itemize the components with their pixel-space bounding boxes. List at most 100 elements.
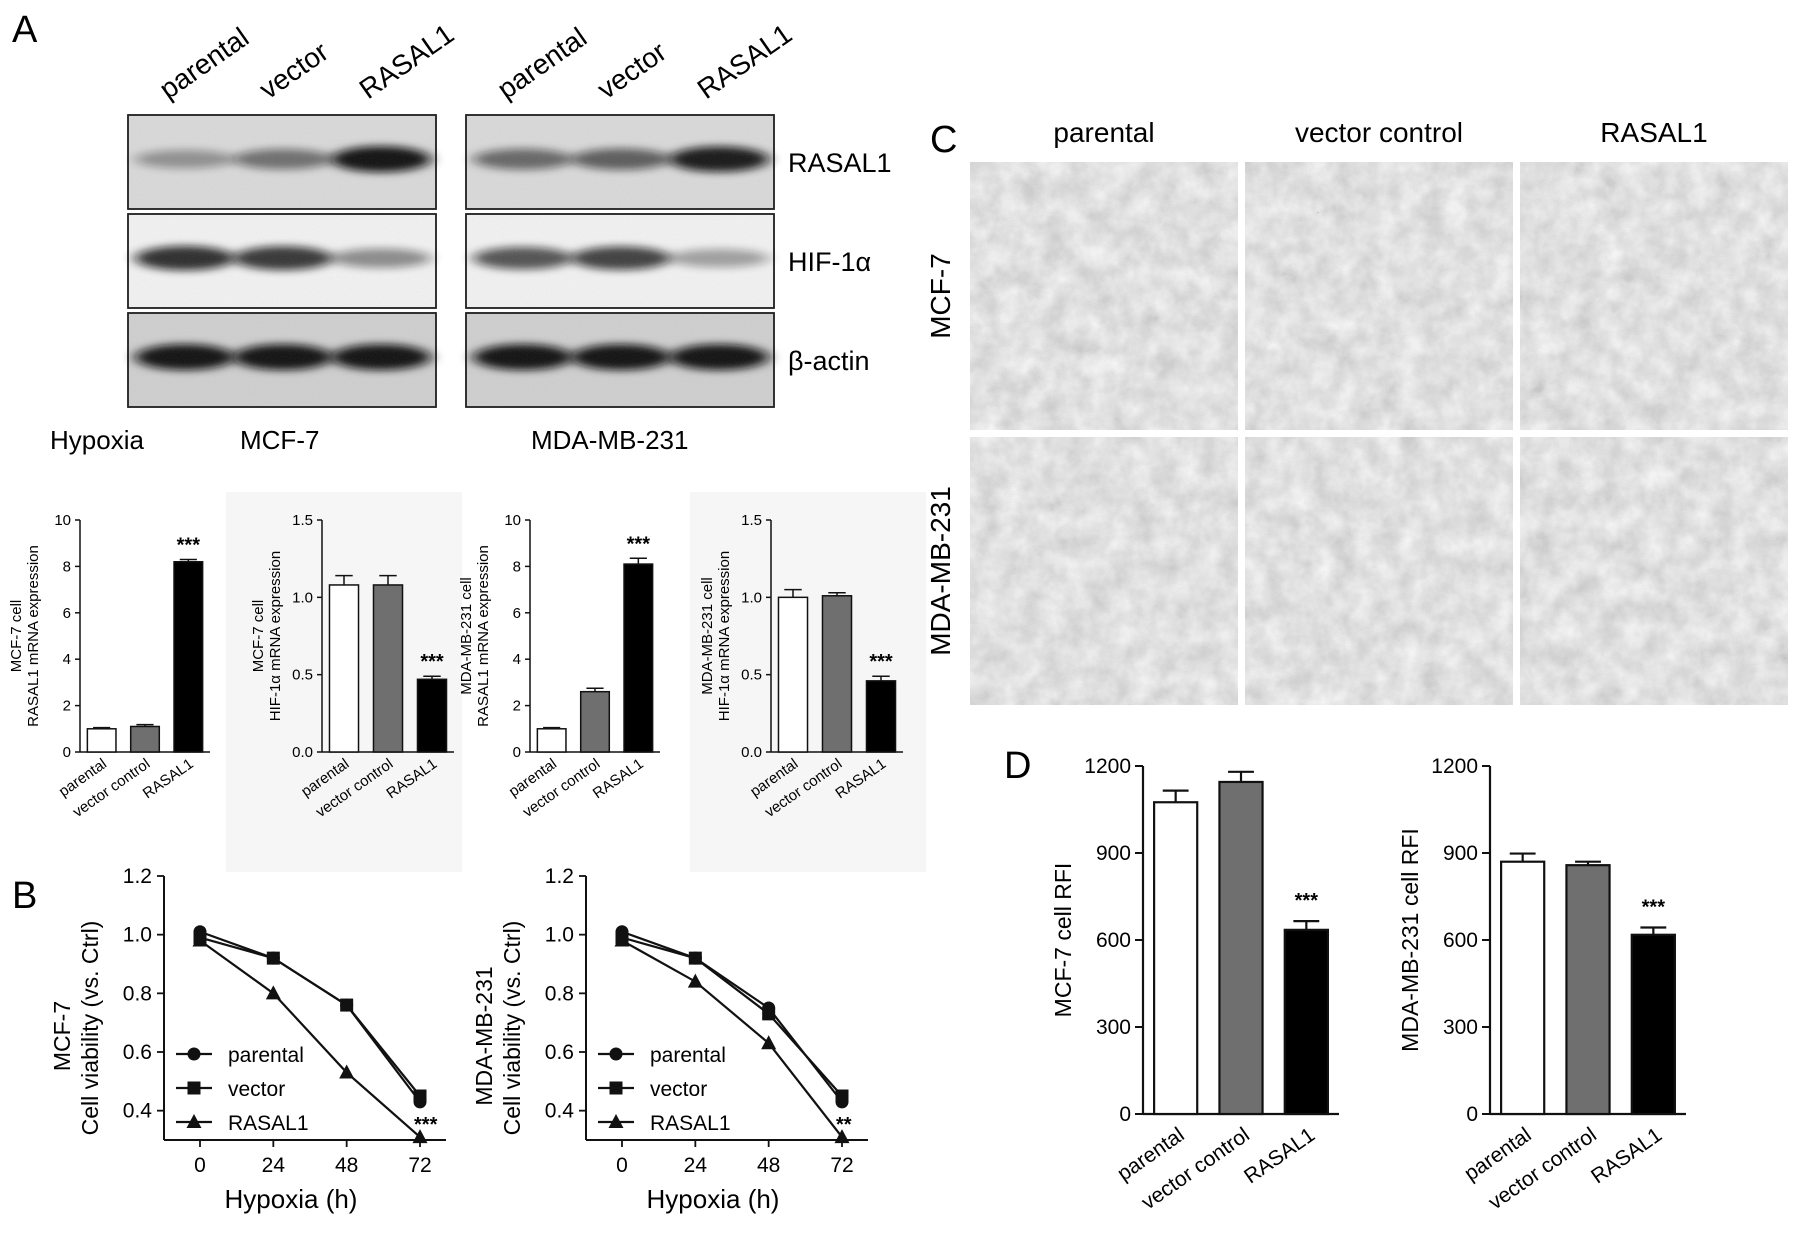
bar-0 (777, 596, 809, 753)
blot-frame (127, 312, 437, 408)
lane-label-0-1: vector (254, 36, 334, 105)
legend-marker-2 (186, 1114, 202, 1128)
significance-2: *** (627, 533, 651, 555)
hypoxia-label: Hypoxia (50, 425, 144, 455)
micrograph-grain (970, 162, 1238, 430)
significance-2: *** (869, 651, 893, 673)
legend-marker-1 (609, 1081, 623, 1095)
data-point-2-0 (192, 932, 208, 947)
bar-2 (623, 563, 654, 753)
y-tick-label: 1.5 (741, 512, 762, 529)
x-axis-label: Hypoxia (h) (225, 1184, 358, 1214)
x-tick-label: 48 (757, 1154, 780, 1177)
bar-2 (416, 678, 448, 753)
y-tick-label: 1.2 (123, 865, 152, 888)
y-tick-label: 1200 (1431, 755, 1478, 778)
y-axis-label-0: MCF-7 (49, 1001, 75, 1071)
data-point-2-2 (339, 1064, 355, 1079)
x-tick-label: 0 (194, 1154, 206, 1177)
y-tick-label: 1.2 (545, 865, 574, 888)
y-tick-label: 0.5 (292, 667, 313, 684)
x-tick-label-2: RASAL1 (1240, 1123, 1319, 1188)
x-axis-label: Hypoxia (h) (647, 1184, 780, 1214)
legend-label-0: parental (228, 1044, 304, 1067)
lane-label-1-2: RASAL1 (692, 18, 798, 105)
lane-label-0-0: parental (154, 21, 255, 104)
x-tick-label: 0 (616, 1154, 628, 1177)
y-tick-label: 0.6 (123, 1041, 152, 1064)
series-line-1 (621, 936, 843, 1097)
micrograph-grain (1245, 162, 1513, 430)
blot-frame (127, 114, 437, 210)
lane-label-1-1: vector (592, 36, 672, 105)
micrograph-column-2: RASAL1 (1600, 117, 1707, 148)
y-tick-label: 0 (1466, 1103, 1478, 1126)
micrograph-row-0: MCF-7 (925, 253, 956, 339)
y-tick-label: 0 (1119, 1103, 1131, 1126)
blot-cell-line-mdamb231: MDA-MB-231 (531, 425, 688, 455)
series-line-0 (621, 930, 843, 1103)
legend-marker-2 (608, 1114, 624, 1128)
y-tick-label: 6 (63, 605, 71, 622)
data-point-1-1 (266, 951, 280, 965)
data-point-1-1 (688, 951, 702, 965)
bar-1 (1565, 864, 1611, 1116)
y-axis-label-1: HIF-1α mRNA expression (267, 551, 284, 721)
band-label-0: RASAL1 (788, 148, 892, 178)
data-point-2-0 (614, 932, 630, 947)
micrograph-grain (1245, 437, 1513, 705)
micrograph-column-1: vector control (1295, 117, 1463, 148)
y-tick-label: 1.5 (292, 512, 313, 529)
series-line-2 (199, 939, 421, 1138)
bar-1 (372, 584, 404, 753)
bar-1 (579, 690, 611, 753)
y-axis-label-1: RASAL1 mRNA expression (25, 545, 42, 727)
blot-grain (128, 115, 436, 209)
significance: *** (414, 1114, 438, 1136)
y-axis-label-1: Cell viability (vs. Ctrl) (499, 921, 525, 1136)
bar-1 (129, 725, 161, 753)
micrograph-grain (1520, 437, 1788, 705)
y-tick-label: 600 (1096, 929, 1131, 952)
blot-grain (128, 313, 436, 407)
invasion-micrographs: parental vector control RASAL1 MCF-7 MDA-MB-… (925, 117, 1788, 705)
blot-grain (466, 214, 774, 308)
bar-2 (173, 561, 204, 753)
legend-label-2: RASAL1 (228, 1112, 309, 1135)
legend-marker-1 (187, 1081, 201, 1095)
x-tick-label: 24 (262, 1154, 286, 1177)
y-tick-label: 900 (1096, 842, 1131, 865)
blot-frame (127, 213, 437, 309)
data-point-2-3 (834, 1129, 850, 1144)
x-tick-label: 48 (335, 1154, 358, 1177)
data-point-1-3 (413, 1089, 427, 1103)
bar-0 (1153, 801, 1199, 1116)
blot-frame (465, 213, 775, 309)
panel-label-a: A (12, 9, 38, 51)
y-tick-label: 8 (63, 558, 71, 575)
panel-label-c: C (930, 119, 957, 161)
x-tick-label: 72 (830, 1154, 853, 1177)
blot-grain (466, 115, 774, 209)
y-axis-label-0: MCF-7 cell (250, 600, 267, 673)
significance: ** (836, 1114, 852, 1136)
panel-label-d: D (1004, 745, 1031, 787)
significance-2: *** (1295, 890, 1319, 912)
y-tick-label: 10 (504, 512, 521, 529)
y-tick-label: 0.0 (741, 744, 762, 761)
y-tick-label: 8 (513, 558, 521, 575)
y-tick-label: 300 (1096, 1016, 1131, 1039)
series-line-0 (199, 930, 421, 1103)
y-tick-label: 0 (63, 744, 71, 761)
blot-frame (465, 114, 775, 210)
y-axis-label-0: MCF-7 cell RFI (1050, 863, 1076, 1018)
bar-1 (821, 595, 853, 753)
legend-marker-0 (609, 1047, 623, 1061)
blot-frame (465, 312, 775, 408)
significance-2: *** (177, 534, 201, 556)
y-tick-label: 0 (513, 744, 521, 761)
bar-0 (328, 584, 360, 753)
y-tick-label: 4 (63, 651, 71, 668)
